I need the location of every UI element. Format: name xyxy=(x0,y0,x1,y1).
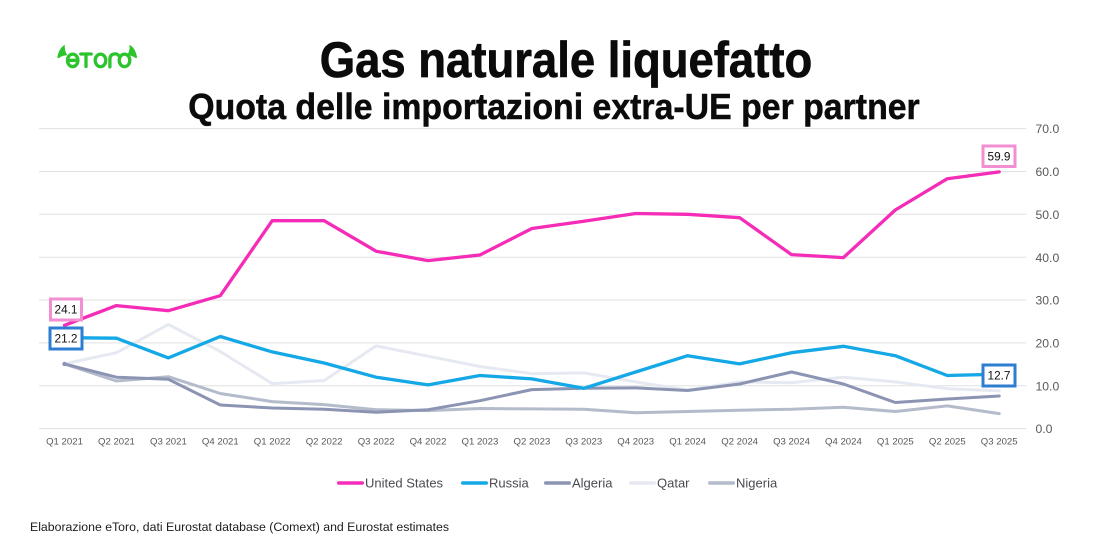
svg-text:21.2: 21.2 xyxy=(55,332,78,346)
svg-text:Q2 2023: Q2 2023 xyxy=(513,437,550,448)
svg-text:Q1 2021: Q1 2021 xyxy=(46,437,83,448)
svg-text:Q3 2021: Q3 2021 xyxy=(150,437,187,448)
svg-text:50.0: 50.0 xyxy=(1036,208,1060,222)
svg-text:Q3 2023: Q3 2023 xyxy=(565,437,602,448)
svg-text:Q2 2025: Q2 2025 xyxy=(929,437,966,448)
svg-text:10.0: 10.0 xyxy=(1036,379,1060,393)
svg-text:Nigeria: Nigeria xyxy=(736,475,778,490)
svg-text:0.0: 0.0 xyxy=(1036,422,1053,436)
svg-text:Q2 2021: Q2 2021 xyxy=(98,437,135,448)
svg-text:60.0: 60.0 xyxy=(1036,165,1060,179)
svg-text:Q2 2022: Q2 2022 xyxy=(306,437,343,448)
svg-text:Russia: Russia xyxy=(489,475,530,490)
svg-text:Q3 2025: Q3 2025 xyxy=(981,437,1018,448)
svg-text:United States: United States xyxy=(365,475,444,490)
svg-text:Q4 2024: Q4 2024 xyxy=(825,437,862,448)
svg-text:Q4 2021: Q4 2021 xyxy=(202,437,239,448)
svg-text:Q4 2022: Q4 2022 xyxy=(410,437,447,448)
svg-text:Algeria: Algeria xyxy=(572,475,613,490)
svg-text:70.0: 70.0 xyxy=(1036,122,1060,136)
svg-text:12.7: 12.7 xyxy=(988,369,1011,383)
svg-text:40.0: 40.0 xyxy=(1036,251,1060,265)
svg-text:Q3 2024: Q3 2024 xyxy=(773,437,810,448)
svg-text:Q1 2022: Q1 2022 xyxy=(254,437,291,448)
svg-text:Q3 2022: Q3 2022 xyxy=(358,437,395,448)
svg-text:Q1 2023: Q1 2023 xyxy=(461,437,498,448)
svg-text:20.0: 20.0 xyxy=(1036,337,1060,351)
svg-text:Q1 2024: Q1 2024 xyxy=(669,437,706,448)
svg-text:Q1 2025: Q1 2025 xyxy=(877,437,914,448)
svg-text:Qatar: Qatar xyxy=(657,475,690,490)
svg-text:24.1: 24.1 xyxy=(55,303,78,317)
svg-text:30.0: 30.0 xyxy=(1036,294,1060,308)
svg-text:Q4 2023: Q4 2023 xyxy=(617,437,654,448)
svg-text:Q2 2024: Q2 2024 xyxy=(721,437,758,448)
svg-text:59.9: 59.9 xyxy=(988,149,1011,163)
